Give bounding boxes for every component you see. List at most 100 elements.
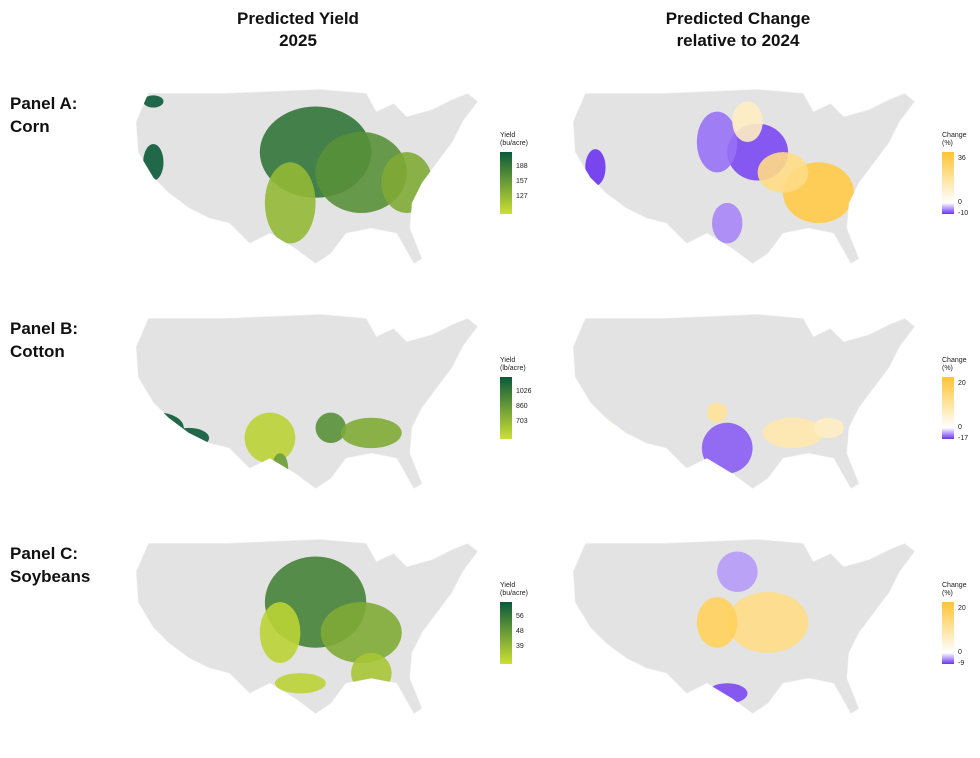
change-map-svg <box>572 88 916 265</box>
yield-map-svg <box>135 88 479 265</box>
change-colorbar <box>942 152 954 214</box>
legend-tick: 0 <box>958 424 962 431</box>
title-line: Predicted Yield <box>237 9 359 28</box>
region-fill <box>320 602 402 663</box>
legend-title: Yield <box>500 357 516 364</box>
region-fill <box>585 149 606 186</box>
legend-tick: 188 <box>516 163 528 170</box>
yield-colorbar <box>500 152 512 214</box>
region-fill <box>696 597 738 648</box>
region-fill <box>259 602 301 663</box>
legend-unit: (%) <box>942 590 953 597</box>
region-fill <box>575 417 616 438</box>
legend-tick: 56 <box>516 613 524 620</box>
change-map <box>565 530 930 725</box>
legend-tick: 860 <box>516 403 528 410</box>
crop-name: Corn <box>10 117 50 136</box>
legend-title: Change <box>942 357 967 364</box>
region-fill <box>732 101 763 143</box>
region-fill <box>351 652 392 694</box>
region-fill <box>727 592 809 653</box>
yield-colorbar <box>500 602 512 664</box>
crop-name: Soybeans <box>10 567 91 586</box>
title-line: Predicted Change <box>665 9 811 28</box>
us-outline <box>135 313 479 490</box>
panel-label: Panel A: Corn <box>10 92 77 138</box>
region-fill <box>762 417 824 449</box>
region-fill <box>696 111 738 173</box>
yield-map-svg <box>135 313 479 490</box>
legend-unit: (bu/acre) <box>500 140 529 147</box>
change-legend: Change (%) 20 0 -9 <box>942 582 980 667</box>
region-fill <box>315 412 346 444</box>
legend-tick: 20 <box>958 605 966 612</box>
yield-map-svg <box>135 538 479 715</box>
region-fill <box>275 673 326 694</box>
change-column-title: Predicted Change relative to 2024 <box>588 8 888 52</box>
legend-tick: 48 <box>516 628 524 635</box>
title-line: 2025 <box>279 31 317 50</box>
panel-id: Panel C: <box>10 544 79 563</box>
legend-tick: 1026 <box>516 388 532 395</box>
legend-unit: (lb/acre) <box>500 365 526 372</box>
change-colorbar <box>942 602 954 664</box>
region-fill <box>757 152 809 193</box>
yield-map <box>128 305 493 500</box>
change-map <box>565 305 930 500</box>
panel-label: Panel C: Soybeans <box>10 542 90 588</box>
legend-tick: 157 <box>516 178 528 185</box>
region-fill <box>271 453 289 484</box>
region-fill <box>706 402 728 423</box>
legend-tick: -10 <box>958 210 969 217</box>
panel-label: Panel B: Cotton <box>10 317 78 363</box>
crop-name: Cotton <box>10 342 65 361</box>
change-map-svg <box>572 313 916 490</box>
region-fill <box>264 162 316 244</box>
region-fill <box>340 417 402 449</box>
region-fill <box>381 152 433 213</box>
legend-title: Yield <box>500 132 516 139</box>
yield-column-title: Predicted Yield 2025 <box>148 8 448 52</box>
legend-tick: 0 <box>958 649 962 656</box>
yield-map <box>128 80 493 275</box>
title-line: relative to 2024 <box>676 31 800 50</box>
region-fill <box>717 551 758 593</box>
region-fill <box>712 202 743 244</box>
yield-legend: Yield (bu/acre) 56 48 39 <box>500 582 545 664</box>
legend-tick: 703 <box>516 418 528 425</box>
legend-tick: 36 <box>958 155 966 162</box>
yield-legend: Yield (lb/acre) 1026 860 703 <box>500 357 545 439</box>
region-fill <box>143 144 164 181</box>
legend-unit: (bu/acre) <box>500 590 529 597</box>
yield-map <box>128 530 493 725</box>
region-fill <box>136 412 184 444</box>
legend-title: Change <box>942 582 967 589</box>
legend-title: Yield <box>500 582 516 589</box>
yield-colorbar <box>500 377 512 439</box>
change-legend: Change (%) 20 0 -17 <box>942 357 980 442</box>
region-fill <box>244 412 296 464</box>
region-fill <box>782 683 804 704</box>
region-fill <box>143 95 164 108</box>
region-fill <box>813 417 844 438</box>
legend-title: Change <box>942 132 967 139</box>
legend-tick: 39 <box>516 643 524 650</box>
region-fill <box>701 422 753 474</box>
yield-legend: Yield (bu/acre) 188 157 127 <box>500 132 545 214</box>
change-map <box>565 80 930 275</box>
us-outline <box>572 313 916 490</box>
legend-tick: 127 <box>516 193 528 200</box>
change-map-svg <box>572 538 916 715</box>
change-colorbar <box>942 377 954 439</box>
legend-tick: 0 <box>958 199 962 206</box>
legend-unit: (%) <box>942 140 953 147</box>
legend-unit: (%) <box>942 365 953 372</box>
region-fill <box>168 427 210 449</box>
legend-tick: 20 <box>958 380 966 387</box>
panel-id: Panel A: <box>10 94 78 113</box>
panel-id: Panel B: <box>10 319 79 338</box>
change-legend: Change (%) 36 0 -10 <box>942 132 980 217</box>
legend-tick: -9 <box>958 660 965 667</box>
legend-tick: -17 <box>958 435 969 442</box>
region-fill <box>706 683 748 704</box>
